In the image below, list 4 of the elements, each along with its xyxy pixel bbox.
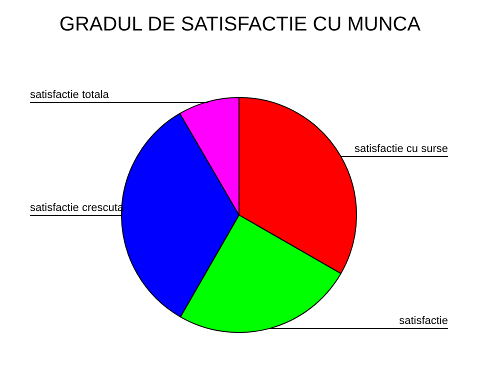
chart-title: GRADUL DE SATISFACTIE CU MUNCA <box>59 14 422 36</box>
slice-label: satisfactie cu surse <box>354 143 448 156</box>
slice-label: satisfactie <box>399 315 448 328</box>
slice-label: satisfactie totala <box>30 89 110 102</box>
